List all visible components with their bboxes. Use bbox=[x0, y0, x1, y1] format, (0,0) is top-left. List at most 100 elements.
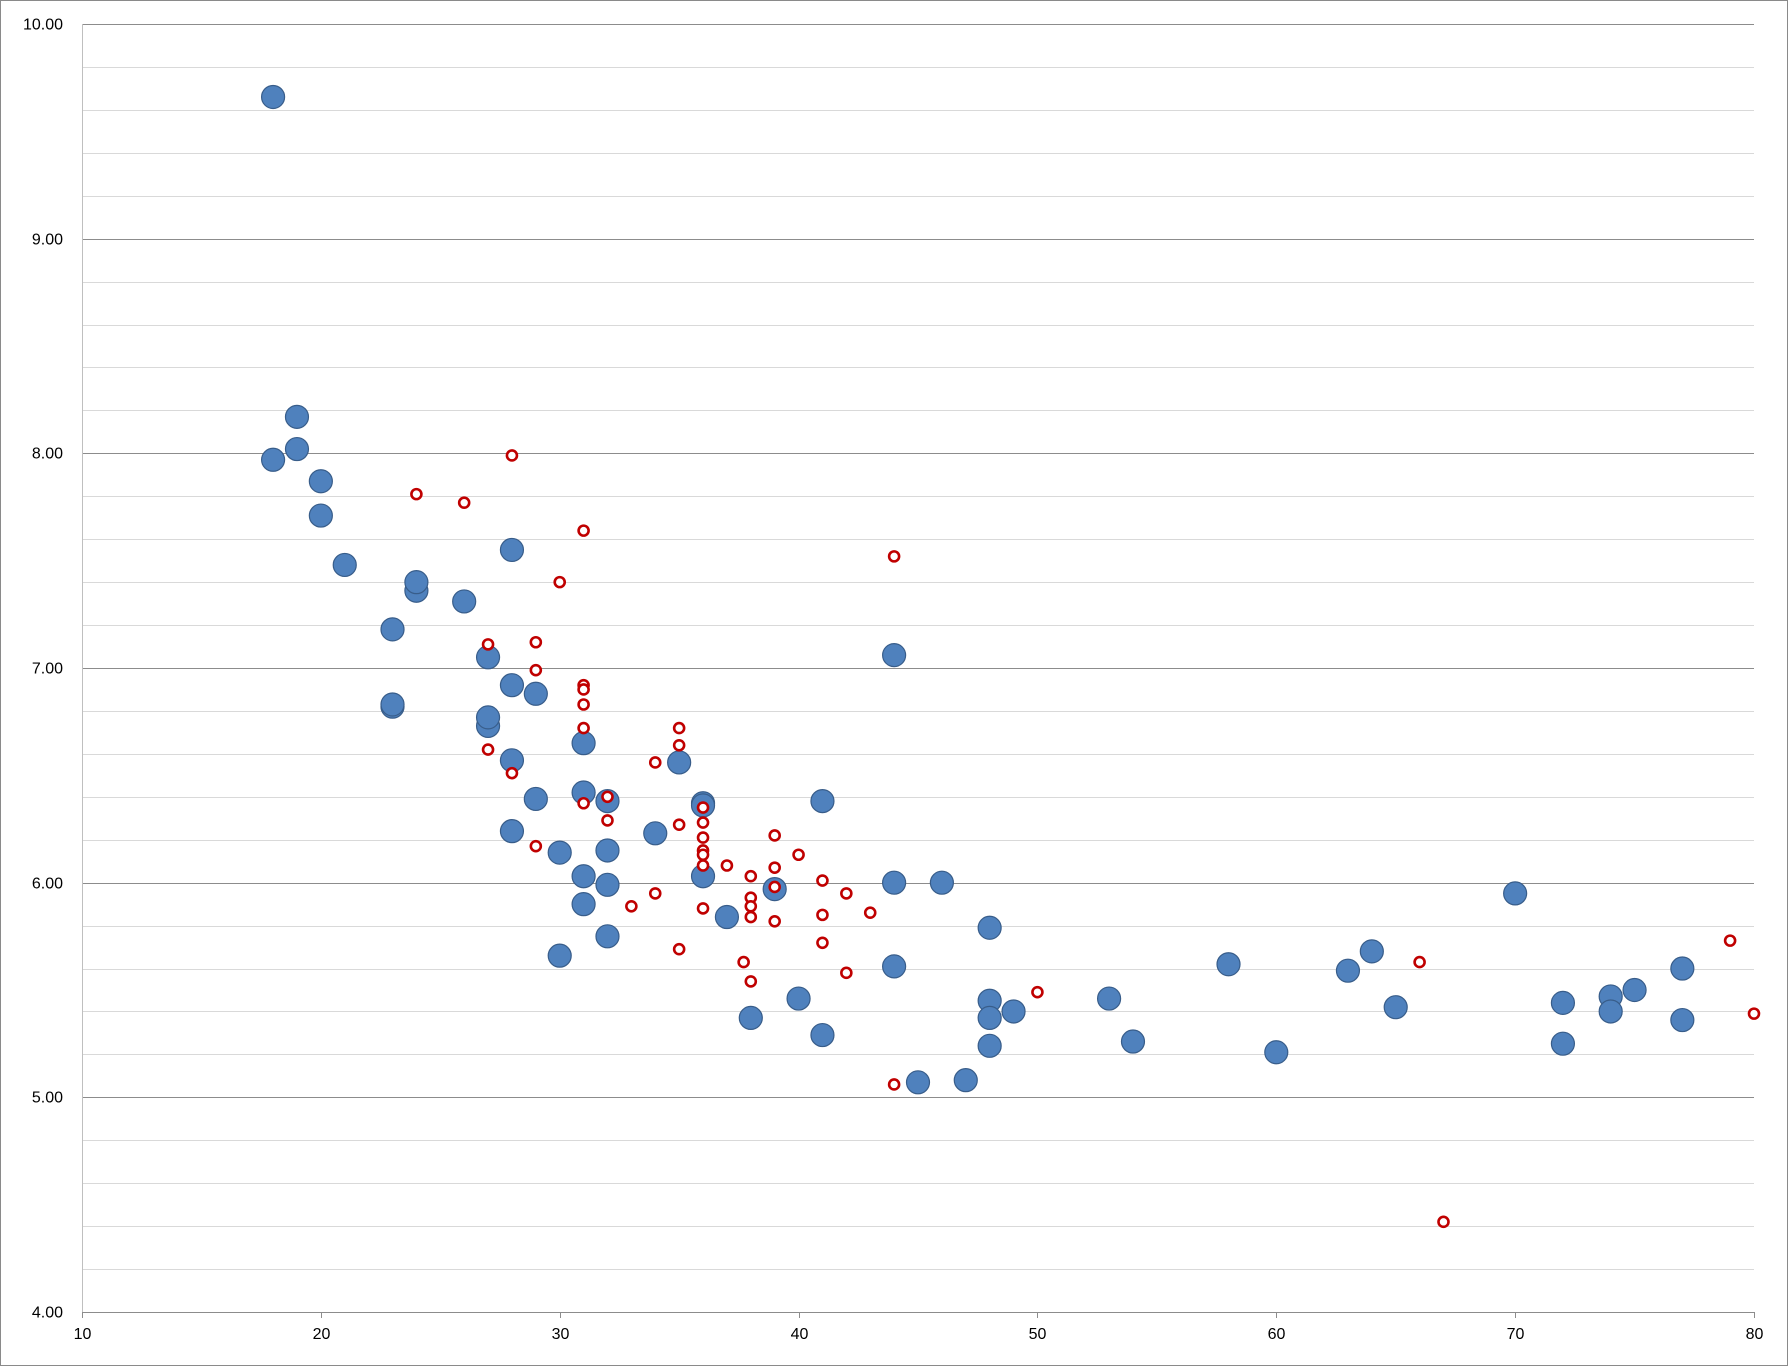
data-point-hollow bbox=[1031, 985, 1044, 999]
data-point-filled bbox=[1670, 956, 1695, 981]
data-point-hollow bbox=[648, 887, 662, 900]
data-point-filled bbox=[1670, 1007, 1695, 1033]
data-point-hollow bbox=[577, 721, 590, 735]
data-point-filled bbox=[643, 821, 668, 846]
data-point-filled bbox=[284, 404, 310, 429]
data-point-hollow bbox=[840, 887, 853, 900]
data-point-filled bbox=[953, 1068, 978, 1093]
data-point-filled bbox=[1359, 939, 1384, 964]
data-point-filled bbox=[452, 589, 477, 614]
data-point-hollow bbox=[737, 955, 750, 969]
data-point-hollow bbox=[696, 816, 710, 829]
data-point-hollow bbox=[410, 487, 423, 501]
data-point-hollow bbox=[720, 859, 734, 872]
data-point-hollow bbox=[696, 848, 710, 862]
data-point-hollow bbox=[887, 1078, 901, 1091]
data-point-filled bbox=[499, 819, 525, 844]
data-point-hollow bbox=[481, 743, 495, 756]
y-tick-label: 10.00 bbox=[23, 17, 63, 34]
data-point-hollow bbox=[648, 756, 662, 769]
data-point-filled bbox=[308, 469, 333, 494]
data-point-hollow bbox=[768, 915, 781, 928]
data-point-hollow bbox=[505, 766, 519, 780]
data-point-filled bbox=[380, 692, 405, 717]
data-point-hollow bbox=[816, 874, 829, 887]
data-point-hollow bbox=[792, 848, 805, 862]
data-point-filled bbox=[882, 954, 907, 979]
x-tick-label: 20 bbox=[313, 1326, 331, 1343]
data-point-hollow bbox=[816, 908, 829, 922]
x-tick-label: 30 bbox=[552, 1326, 570, 1343]
data-point-hollow bbox=[816, 936, 829, 950]
data-point-hollow bbox=[601, 814, 614, 827]
data-point-hollow bbox=[601, 790, 614, 804]
data-point-filled bbox=[260, 447, 286, 472]
data-point-hollow bbox=[672, 942, 686, 956]
data-point-filled bbox=[547, 943, 572, 968]
data-point-hollow bbox=[696, 831, 710, 844]
data-point-hollow bbox=[768, 861, 781, 874]
data-point-hollow bbox=[505, 449, 519, 462]
data-point-hollow bbox=[529, 839, 543, 853]
x-tick-label: 40 bbox=[791, 1326, 809, 1343]
data-point-filled bbox=[977, 1033, 1002, 1058]
y-tick-label: 7.00 bbox=[32, 661, 63, 678]
data-point-hollow bbox=[577, 796, 590, 810]
data-point-filled bbox=[1216, 952, 1241, 977]
data-point-hollow bbox=[744, 869, 758, 883]
data-point-filled bbox=[1550, 990, 1576, 1015]
data-point-filled bbox=[786, 986, 811, 1011]
x-tick-label: 80 bbox=[1746, 1326, 1764, 1343]
data-point-filled bbox=[523, 681, 548, 706]
data-point-filled bbox=[810, 1022, 835, 1048]
data-point-hollow bbox=[887, 550, 901, 563]
data-point-filled bbox=[1622, 977, 1647, 1003]
data-point-filled bbox=[1550, 1031, 1576, 1056]
data-point-hollow bbox=[696, 859, 710, 872]
tick-labels: 4.00 5.00 6.00 7.00 8.00 9.00 10.00 10 20 30 40 50 6… bbox=[23, 17, 1764, 1344]
data-point-hollow bbox=[1747, 1007, 1761, 1020]
series-hollow-circles bbox=[410, 449, 1761, 1229]
series-filled-circles bbox=[260, 84, 1695, 1095]
y-tick-label: 4.00 bbox=[32, 1305, 63, 1322]
data-point-filled bbox=[1503, 881, 1528, 906]
y-tick-label: 8.00 bbox=[32, 446, 63, 463]
y-tick-label: 6.00 bbox=[32, 876, 63, 893]
data-point-hollow bbox=[529, 663, 543, 677]
data-point-filled bbox=[1335, 958, 1361, 983]
data-point-hollow bbox=[863, 906, 877, 920]
data-point-filled bbox=[714, 904, 740, 930]
y-tick-label: 5.00 bbox=[32, 1090, 63, 1107]
data-point-hollow bbox=[672, 818, 686, 832]
data-point-hollow bbox=[744, 910, 758, 924]
data-point-filled bbox=[882, 870, 907, 895]
data-point-filled bbox=[929, 870, 954, 895]
axes bbox=[82, 24, 1755, 1318]
data-point-hollow bbox=[696, 902, 710, 915]
data-point-filled bbox=[284, 436, 310, 462]
data-point-hollow bbox=[457, 496, 471, 510]
x-tick-label: 60 bbox=[1268, 1326, 1286, 1343]
data-point-filled bbox=[260, 84, 286, 110]
data-point-filled bbox=[905, 1070, 931, 1095]
data-point-hollow bbox=[577, 683, 590, 696]
data-point-filled bbox=[1383, 995, 1408, 1020]
data-point-filled bbox=[404, 570, 429, 595]
data-point-filled bbox=[571, 892, 596, 917]
data-point-filled bbox=[810, 788, 835, 814]
data-point-filled bbox=[1001, 999, 1026, 1024]
data-point-filled bbox=[571, 864, 596, 889]
data-point-hollow bbox=[577, 524, 590, 537]
data-point-hollow bbox=[553, 575, 567, 589]
y-tick-label: 9.00 bbox=[32, 232, 63, 249]
x-tick-label: 70 bbox=[1507, 1326, 1525, 1343]
data-point-filled bbox=[738, 1005, 763, 1031]
data-point-filled bbox=[547, 840, 572, 865]
data-point-filled bbox=[1264, 1040, 1289, 1065]
data-point-hollow bbox=[529, 635, 543, 649]
gridlines bbox=[82, 24, 1754, 1270]
data-point-hollow bbox=[625, 899, 638, 913]
data-point-hollow bbox=[696, 801, 710, 814]
data-point-hollow bbox=[672, 721, 686, 735]
data-point-filled bbox=[977, 1005, 1002, 1031]
